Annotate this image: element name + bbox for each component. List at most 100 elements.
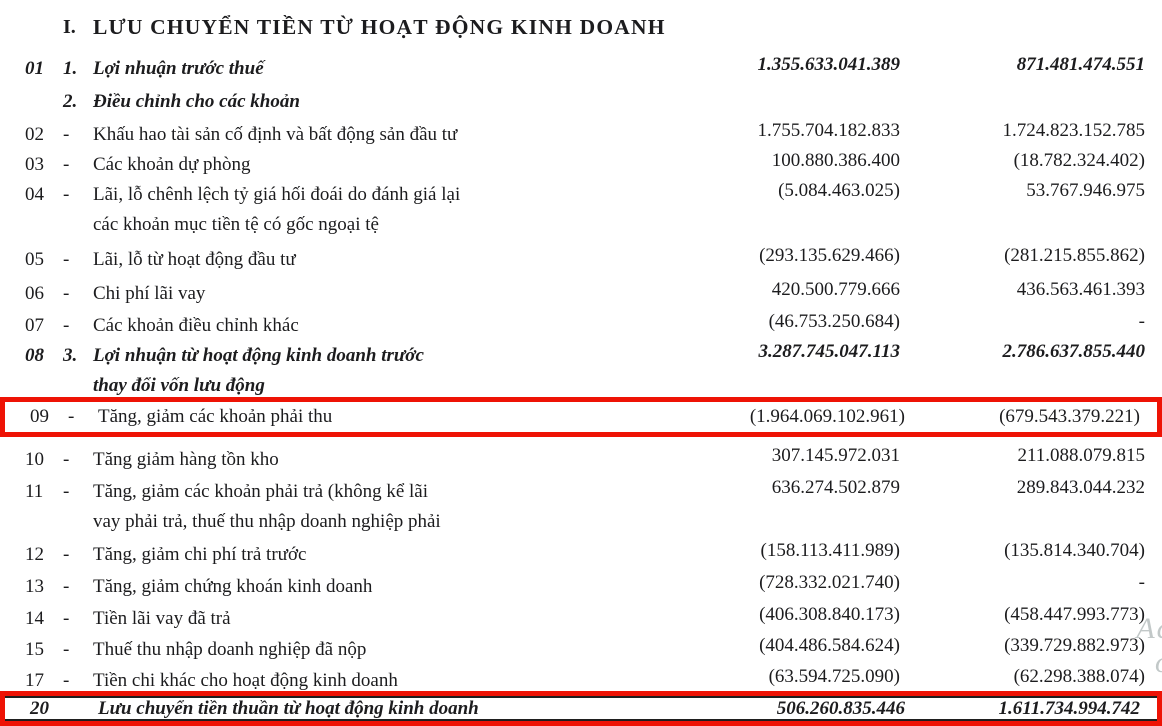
statement-row-09: 09- Tăng, giảm các khoản phải thu (1.964.0… bbox=[5, 402, 1157, 432]
row-label-line2: các khoản mục tiền tệ có gốc ngoại tệ bbox=[93, 214, 379, 235]
row-label-line1: Lãi, lỗ chênh lệch tỷ giá hối đoái do đá… bbox=[93, 184, 461, 205]
section-title: LƯU CHUYỂN TIỀN TỪ HOẠT ĐỘNG KINH DOANH bbox=[93, 15, 666, 39]
statement-row-01: 01 1. Lợi nhuận trước thuế 1.355.633.041.38… bbox=[0, 54, 1162, 84]
row-label-line1: Tăng, giảm các khoản phải trả (không kể … bbox=[93, 481, 429, 502]
watermark-fragment-2: o bbox=[1155, 646, 1162, 680]
row-label-line1: Lãi, lỗ từ hoạt động đầu tư bbox=[93, 249, 296, 270]
row-value-current-period: 420.500.779.666 bbox=[771, 279, 900, 300]
row-label-group: Chi phí lãi vay bbox=[93, 279, 658, 309]
row-value-current-period: (5.084.463.025) bbox=[778, 180, 900, 201]
row-label-group: Tăng, giảm chi phí trả trước bbox=[93, 540, 658, 570]
row-value-current-period: 506.260.835.446 bbox=[776, 698, 905, 719]
row-label-line1: Khấu hao tài sản cố định và bất động sản… bbox=[93, 124, 458, 145]
row-bullet: - bbox=[63, 544, 70, 565]
row-bullet: - bbox=[63, 608, 70, 629]
row-bullet: - bbox=[63, 154, 70, 175]
row-label-line1: Tăng, giảm các khoản phải thu bbox=[98, 406, 333, 427]
row-value-current-period: (63.594.725.090) bbox=[768, 666, 900, 687]
row-label-line1: Các khoản điều chỉnh khác bbox=[93, 315, 299, 336]
row-label-line1: Tăng, giảm chi phí trả trước bbox=[93, 544, 307, 565]
row-label-line1: Lưu chuyển tiền thuần từ hoạt động kinh … bbox=[98, 698, 479, 719]
row-label-group: Lưu chuyển tiền thuần từ hoạt động kinh … bbox=[98, 698, 663, 719]
row-value-current-period: (404.486.584.624) bbox=[759, 635, 900, 656]
row-bullet: - bbox=[63, 315, 70, 336]
row-code: 11 bbox=[25, 481, 44, 502]
statement-row-20: 20 Lưu chuyển tiền thuần từ hoạt động kin… bbox=[5, 696, 1157, 721]
row-code: 10 bbox=[25, 449, 44, 470]
statement-row-15: 15- Thuế thu nhập doanh nghiệp đã nộp (404… bbox=[0, 635, 1162, 665]
row-value-current-period: (406.308.840.173) bbox=[759, 604, 900, 625]
row-value-current-period: 1.755.704.182.833 bbox=[757, 120, 901, 141]
row-label-line1: Tiền chi khác cho hoạt động kinh doanh bbox=[93, 670, 398, 691]
row-label-group: Lãi, lỗ từ hoạt động đầu tư bbox=[93, 245, 658, 275]
statement-row-06: 06- Chi phí lãi vay 420.500.779.666 436.563… bbox=[0, 279, 1162, 309]
row-bullet: - bbox=[63, 283, 70, 304]
row-bullet: 3. bbox=[63, 345, 78, 366]
row-label-group: Tăng, giảm các khoản phải thu bbox=[98, 402, 663, 432]
row-label-group: Các khoản dự phòng bbox=[93, 150, 658, 180]
row-code: 14 bbox=[25, 608, 44, 629]
row-code: 20 bbox=[30, 698, 49, 719]
row-code: 05 bbox=[25, 249, 44, 270]
row-value-prior-period: (339.729.882.973) bbox=[1004, 635, 1145, 656]
row-value-prior-period: 1.611.734.994.742 bbox=[998, 698, 1140, 719]
row-code: 04 bbox=[25, 184, 44, 205]
row-bullet: - bbox=[63, 481, 70, 502]
row-code: 15 bbox=[25, 639, 44, 660]
row-value-current-period: (46.753.250.684) bbox=[768, 311, 900, 332]
row-value-prior-period: (679.543.379.221) bbox=[999, 406, 1140, 427]
row-code: 03 bbox=[25, 154, 44, 175]
row-code: 12 bbox=[25, 544, 44, 565]
row-bullet: - bbox=[63, 576, 70, 597]
row-value-prior-period: 1.724.823.152.785 bbox=[1002, 120, 1146, 141]
statement-body: 01 1. Lợi nhuận trước thuế 1.355.633.041.38… bbox=[0, 54, 1162, 726]
section-roman-numeral: I. bbox=[63, 16, 76, 38]
row-bullet: - bbox=[63, 639, 70, 660]
row-value-current-period: 636.274.502.879 bbox=[771, 477, 900, 498]
row-label-group: Lãi, lỗ chênh lệch tỷ giá hối đoái do đá… bbox=[93, 180, 658, 240]
statement-row-03: 03- Các khoản dự phòng 100.880.386.400 (18.… bbox=[0, 150, 1162, 180]
statement-row-08: 08 3. Lợi nhuận từ hoạt động kinh doanh tr… bbox=[0, 341, 1162, 401]
statement-row-17: 17- Tiền chi khác cho hoạt động kinh doan… bbox=[0, 666, 1162, 696]
row-label-group: Các khoản điều chỉnh khác bbox=[93, 311, 658, 341]
row-value-prior-period: 871.481.474.551 bbox=[1016, 54, 1145, 75]
watermark-fragment-1: Ac bbox=[1136, 612, 1162, 645]
row-label-line1: Tăng giảm hàng tồn kho bbox=[93, 449, 279, 470]
row-label-line1: Các khoản dự phòng bbox=[93, 154, 251, 175]
row-value-prior-period: 289.843.044.232 bbox=[1016, 477, 1145, 498]
row-value-current-period: (1.964.069.102.961) bbox=[749, 406, 905, 427]
row-label-line1: Chi phí lãi vay bbox=[93, 283, 206, 304]
statement-row-10: 10- Tăng giảm hàng tồn kho 307.145.972.031… bbox=[0, 445, 1162, 475]
row-code: 08 bbox=[25, 345, 44, 366]
row-bullet: 2. bbox=[63, 91, 78, 112]
row-value-current-period: 307.145.972.031 bbox=[771, 445, 900, 466]
row-code: 17 bbox=[25, 670, 44, 691]
statement-row-04: 04- Lãi, lỗ chênh lệch tỷ giá hối đoái do… bbox=[0, 180, 1162, 240]
row-label-line2: thay đổi vốn lưu động bbox=[93, 375, 265, 396]
row-bullet: - bbox=[63, 670, 70, 691]
statement-row-02: 02- Khấu hao tài sản cố định và bất động … bbox=[0, 120, 1162, 150]
row-value-prior-period: - bbox=[1138, 311, 1145, 332]
section-header: I. LƯU CHUYỂN TIỀN TỪ HOẠT ĐỘNG KINH DOA… bbox=[0, 12, 1162, 42]
row-value-current-period: 100.880.386.400 bbox=[771, 150, 900, 171]
statement-row-05: 05- Lãi, lỗ từ hoạt động đầu tư (293.135.6… bbox=[0, 245, 1162, 275]
row-value-prior-period: (458.447.993.773) bbox=[1004, 604, 1145, 625]
row-label-group: Thuế thu nhập doanh nghiệp đã nộp bbox=[93, 635, 658, 665]
row-code: 09 bbox=[30, 406, 49, 427]
row-code: 07 bbox=[25, 315, 44, 336]
row-code: 01 bbox=[25, 58, 44, 79]
row-value-current-period: (158.113.411.989) bbox=[760, 540, 901, 561]
row-code: 02 bbox=[25, 124, 44, 145]
row-label-line1: Lợi nhuận trước thuế bbox=[93, 58, 264, 79]
row-value-current-period: 3.287.745.047.113 bbox=[758, 341, 900, 362]
row-value-prior-period: 211.088.079.815 bbox=[1017, 445, 1145, 466]
row-label-line2: vay phải trả, thuế thu nhập doanh nghiệp… bbox=[93, 511, 441, 532]
row-label-line1: Lợi nhuận từ hoạt động kinh doanh trước bbox=[93, 345, 424, 366]
row-label-line1: Tiền lãi vay đã trả bbox=[93, 608, 231, 629]
statement-row-adj: 2. Điều chỉnh cho các khoản bbox=[0, 87, 1162, 117]
row-code: 06 bbox=[25, 283, 44, 304]
statement-row-12: 12- Tăng, giảm chi phí trả trước (158.113.… bbox=[0, 540, 1162, 570]
row-bullet: - bbox=[63, 124, 70, 145]
row-label-group: Điều chỉnh cho các khoản bbox=[93, 87, 658, 117]
row-label-group: Tăng, giảm chứng khoán kinh doanh bbox=[93, 572, 658, 602]
